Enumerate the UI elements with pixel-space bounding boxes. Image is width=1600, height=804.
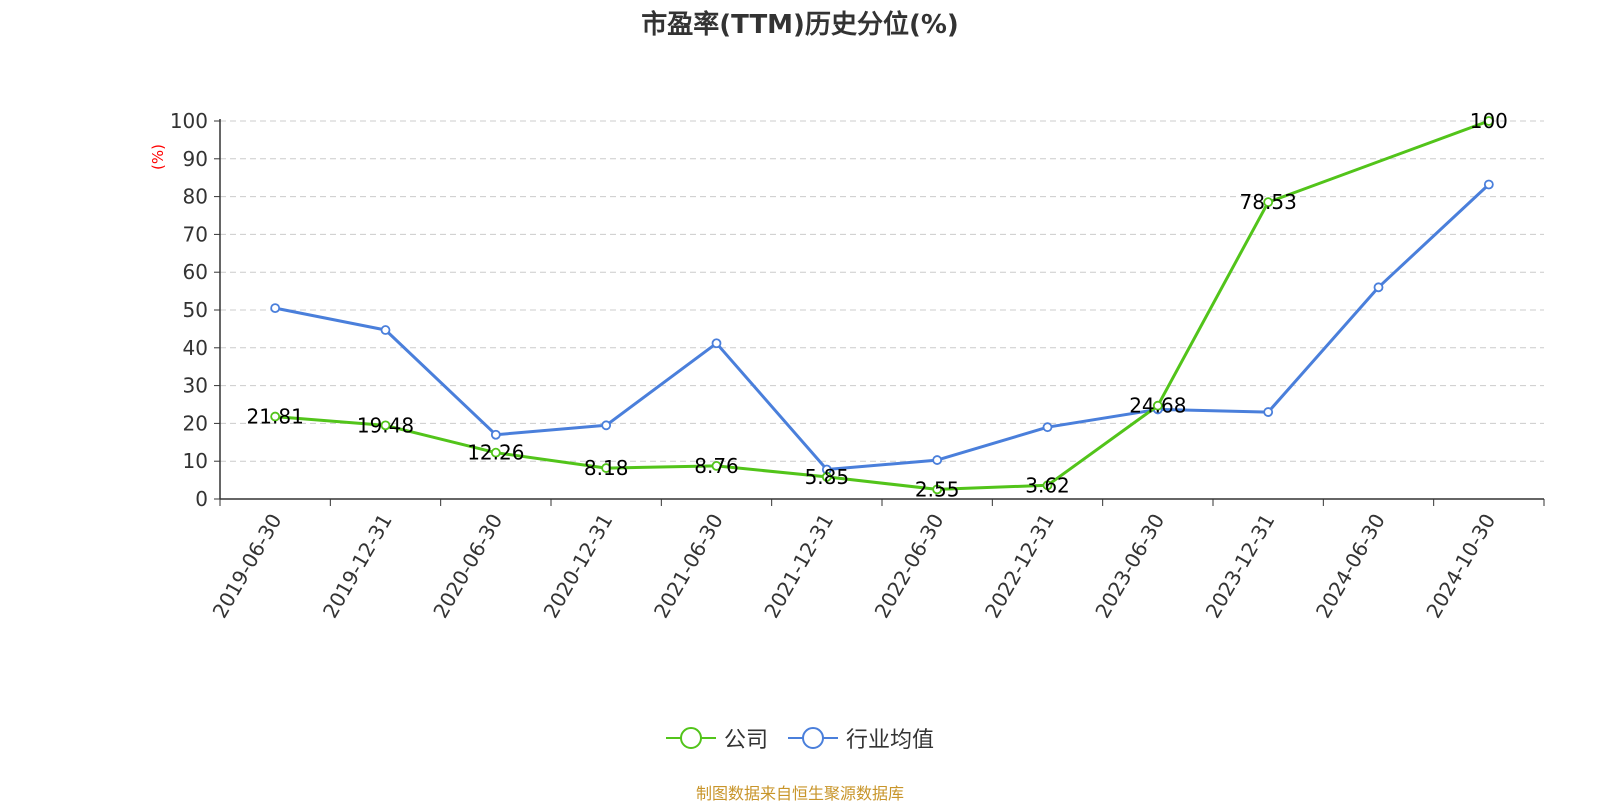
x-tick-label: 2021-06-30: [649, 510, 728, 623]
data-point: [490, 429, 501, 440]
data-label: 5.85: [805, 465, 850, 489]
legend-line-circle-icon: [788, 727, 838, 749]
data-label: 100: [1470, 109, 1508, 133]
data-label: 21.81: [247, 405, 304, 429]
x-tick-label: 2022-06-30: [870, 510, 949, 623]
data-point: [270, 411, 281, 422]
y-tick-label: 20: [183, 411, 208, 435]
y-tick-label: 40: [183, 336, 208, 360]
y-tick-label: 100: [170, 109, 208, 133]
data-label: 19.48: [357, 413, 414, 437]
legend-item[interactable]: 公司: [665, 722, 768, 754]
data-label: 8.18: [584, 456, 629, 480]
data-label: 2.55: [915, 477, 960, 501]
x-tick-label: 2022-12-31: [980, 510, 1059, 623]
x-tick-label: 2020-06-30: [428, 510, 507, 623]
series: [270, 116, 1494, 495]
legend-label: 行业均值: [846, 728, 935, 753]
series-line-1: [274, 183, 1490, 471]
y-tick-label: 30: [183, 374, 208, 398]
y-tick-label: 10: [183, 449, 208, 473]
data-point: [1042, 422, 1053, 433]
x-tick-label: 2020-12-31: [539, 510, 618, 623]
y-tick-label: 90: [183, 147, 208, 171]
y-tick-label: 80: [183, 185, 208, 209]
x-tick-label: 2024-10-30: [1421, 510, 1500, 623]
x-tick-label: 2023-06-30: [1090, 510, 1169, 623]
x-tick-label: 2021-12-31: [759, 510, 838, 623]
x-tick-label: 2024-06-30: [1311, 510, 1390, 623]
data-label: 24.68: [1129, 394, 1186, 418]
data-point: [1483, 116, 1494, 126]
y-tick-label: 50: [183, 298, 208, 322]
data-label: 78.53: [1240, 190, 1297, 214]
data-point: [821, 471, 832, 482]
data-point: [380, 325, 391, 335]
chart-title: 市盈率(TTM)历史分位(%): [641, 10, 959, 40]
data-point: [380, 420, 391, 431]
legend: 公司 行业均值: [0, 722, 1600, 757]
y-tick-label: 60: [183, 260, 208, 284]
data-point: [711, 460, 722, 471]
y-tick-label: 70: [183, 222, 208, 246]
data-point: [601, 463, 612, 473]
data-point: [711, 338, 722, 349]
data-point: [270, 303, 281, 314]
data-label: 12.26: [467, 441, 524, 465]
data-point: [932, 455, 943, 465]
series-line-0: [275, 119, 1490, 491]
data-point: [1152, 400, 1163, 411]
data-point: [932, 484, 943, 495]
legend-item[interactable]: 行业均值: [788, 722, 934, 754]
data-point: [1263, 197, 1274, 208]
y-tick-label: 0: [195, 487, 208, 511]
grid-lines: [220, 120, 1544, 462]
legend-label: 公司: [723, 728, 768, 753]
x-tick-label: 2019-06-30: [208, 510, 287, 623]
data-label: 3.62: [1025, 473, 1070, 497]
data-point: [601, 420, 612, 431]
data-label: 8.76: [694, 454, 739, 478]
data-labels: 21.81 19.48 12.26 8.18 8.76 5.85 2.55 3.62 24.68…: [247, 109, 1508, 501]
x-tick-label: 2023-12-31: [1201, 510, 1280, 623]
source-note: 制图数据来自恒生聚源数据库: [695, 784, 904, 803]
data-point: [490, 447, 501, 458]
data-point: [1373, 282, 1384, 293]
data-point: [1042, 480, 1053, 491]
data-point: [1483, 179, 1494, 190]
legend-line-circle-icon: [665, 727, 716, 749]
data-point: [1263, 407, 1274, 417]
x-tick-label: 2019-12-31: [318, 510, 397, 623]
y-axis-unit-label: (%): [149, 144, 167, 170]
